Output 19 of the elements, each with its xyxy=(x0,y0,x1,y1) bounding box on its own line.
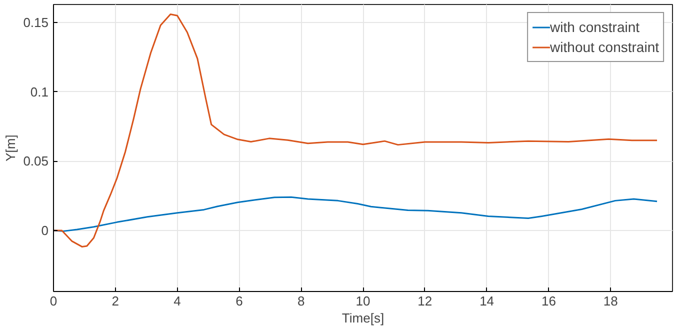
y-axis-title: Y[m] xyxy=(3,134,18,162)
x-axis-title: Time[s] xyxy=(342,310,384,326)
line-series xyxy=(54,196,658,232)
x-tick-label: 16 xyxy=(541,294,556,308)
y-tick-label: 0 xyxy=(41,222,49,238)
x-tick-label: 6 xyxy=(236,294,243,308)
x-tick-label: 14 xyxy=(480,294,494,308)
x-tick-label: 2 xyxy=(112,294,120,308)
y-tick-label: 0.05 xyxy=(23,154,49,169)
legend-label: with constraint xyxy=(550,18,640,36)
x-tick-label: 12 xyxy=(418,294,432,308)
x-tick-label: 8 xyxy=(297,294,305,308)
x-tick-label: 10 xyxy=(356,294,370,308)
legend-label: without constraint xyxy=(550,38,659,56)
x-tick-label: 4 xyxy=(174,294,181,308)
y-tick-label: 0.1 xyxy=(30,84,49,100)
line-series xyxy=(54,13,658,248)
y-tick-label: 0.15 xyxy=(23,15,49,30)
x-tick-label: 18 xyxy=(603,294,618,308)
